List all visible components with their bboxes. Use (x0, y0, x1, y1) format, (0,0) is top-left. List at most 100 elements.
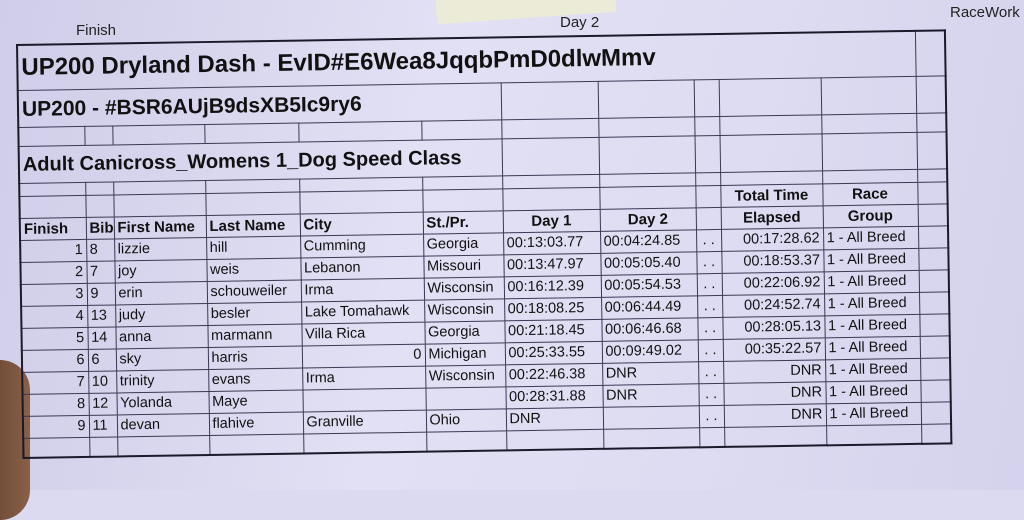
cell-total: 00:18:53.37 (721, 249, 824, 274)
cell-bib: 10 (88, 370, 117, 394)
column-header-5: St./Pr. (422, 210, 504, 235)
cell-state: Michigan (424, 342, 506, 367)
cell-first: anna (115, 325, 208, 349)
cell-first: judy (115, 303, 208, 327)
cell-bib: 11 (88, 414, 118, 438)
column-header-3: Last Name (205, 214, 301, 238)
cell-dots: . . (696, 229, 722, 252)
cell-day1: 00:18:08.25 (504, 297, 602, 321)
cell-state: Ohio (425, 408, 507, 433)
cell-state: Wisconsin (425, 364, 506, 389)
column-header-4: City (299, 212, 424, 237)
cell-day2 (602, 405, 700, 430)
label-racework: RaceWork (950, 4, 1020, 21)
cell-city: Villa Rica (301, 322, 425, 347)
cell-bib: 8 (86, 238, 115, 262)
cell-day1: DNR (505, 407, 604, 431)
cell-group: 1 - All Breed (825, 402, 922, 426)
cell-group: 1 - All Breed (822, 226, 919, 250)
column-header-8 (695, 207, 721, 230)
cell-dots: . . (697, 339, 724, 362)
cell-first: lizzie (114, 237, 207, 261)
cell-day2: 00:06:44.49 (601, 295, 698, 320)
cell-group: 1 - All Breed (824, 314, 920, 338)
column-header-0: Finish (19, 217, 87, 241)
cell-state: Georgia (424, 320, 505, 345)
cell-total: DNR (723, 381, 826, 406)
cell-day2: DNR (602, 361, 699, 386)
cell-total: DNR (723, 359, 826, 384)
cell-first: joy (114, 259, 207, 283)
cell-last: evans (208, 368, 303, 392)
cell-dots: . . (696, 273, 723, 296)
cell-city: Irma (300, 278, 425, 303)
cell-day2: 00:04:24.85 (600, 229, 697, 254)
cell-day2: DNR (602, 383, 699, 408)
cell-city: Lake Tomahawk (301, 300, 425, 325)
cell-day1: 00:16:12.39 (503, 275, 602, 299)
cell-total: 00:24:52.74 (722, 293, 825, 318)
cell-group: 1 - All Breed (824, 336, 921, 360)
cell-first: devan (116, 413, 210, 437)
cell-last: Maye (208, 390, 303, 414)
column-header-6: Day 1 (502, 209, 601, 233)
cell-last: hill (206, 236, 301, 260)
cell-total: 00:22:06.92 (721, 271, 825, 296)
cell-state: Missouri (423, 254, 504, 279)
cell-last: weis (206, 258, 301, 282)
cell-last: marmann (207, 324, 302, 348)
cell-day1: 00:21:18.45 (504, 319, 602, 343)
cell-bib: 14 (87, 326, 116, 350)
cell-first: Yolanda (116, 391, 209, 415)
cell-day2: 00:05:54.53 (600, 273, 698, 298)
cell-first: trinity (116, 369, 209, 393)
label-finish: Finish (76, 22, 117, 39)
cell-total: 00:35:22.57 (722, 337, 826, 362)
cell-first: sky (115, 347, 209, 371)
cell-finish: 2 (20, 261, 87, 285)
cell-last: besler (207, 302, 302, 326)
cell-first: erin (114, 281, 208, 305)
cell-bib: 9 (86, 282, 116, 306)
cell-group: 1 - All Breed (823, 270, 920, 294)
cell-last: flahive (208, 412, 304, 436)
cell-finish: 4 (21, 305, 88, 329)
cell-finish: 5 (21, 327, 88, 351)
label-day2: Day 2 (560, 14, 600, 31)
cell-day2: 00:09:49.02 (601, 339, 699, 364)
header-race: Race (822, 182, 918, 206)
cell-state: Wisconsin (424, 298, 505, 323)
cell-city: Irma (302, 366, 426, 391)
cell-state: Georgia (423, 232, 504, 257)
cell-last: harris (207, 346, 303, 370)
cell-group: 1 - All Breed (823, 248, 919, 272)
column-header-7: Day 2 (599, 207, 697, 232)
header-total-time: Total Time (720, 183, 823, 208)
cell-state: Wisconsin (423, 276, 505, 301)
cell-city: Granville (302, 410, 427, 435)
cell-day2: 00:05:05.40 (600, 251, 697, 276)
cell-finish: 1 (20, 239, 87, 263)
cell-bib: 13 (87, 304, 116, 328)
cell-group: 1 - All Breed (825, 380, 921, 404)
column-header-10: Group (822, 204, 918, 228)
cell-city: Lebanon (300, 256, 424, 281)
cell-day1: 00:13:03.77 (503, 231, 601, 255)
column-header-1: Bib# (85, 216, 115, 240)
cell-finish: 6 (21, 349, 89, 373)
cell-dots: . . (698, 405, 725, 428)
cell-day1: 00:13:47.97 (503, 253, 601, 277)
cell-city: Cumming (300, 234, 424, 259)
cell-dots: . . (697, 295, 723, 318)
cell-state (425, 386, 506, 411)
cell-finish: 9 (22, 415, 90, 439)
cell-group: 1 - All Breed (824, 292, 920, 316)
results-sheet: UP200 Dryland Dash - EvID#E6Wea8JqqbPmD0… (16, 29, 953, 459)
cell-dots: . . (697, 317, 723, 340)
column-header-2: First Name (113, 215, 207, 239)
cell-last: schouweiler (206, 280, 302, 304)
cell-day1: 00:25:33.55 (504, 341, 603, 365)
cell-dots: . . (698, 383, 724, 406)
cell-day1: 00:28:31.88 (505, 385, 603, 409)
cell-day2: 00:06:46.68 (601, 317, 698, 342)
